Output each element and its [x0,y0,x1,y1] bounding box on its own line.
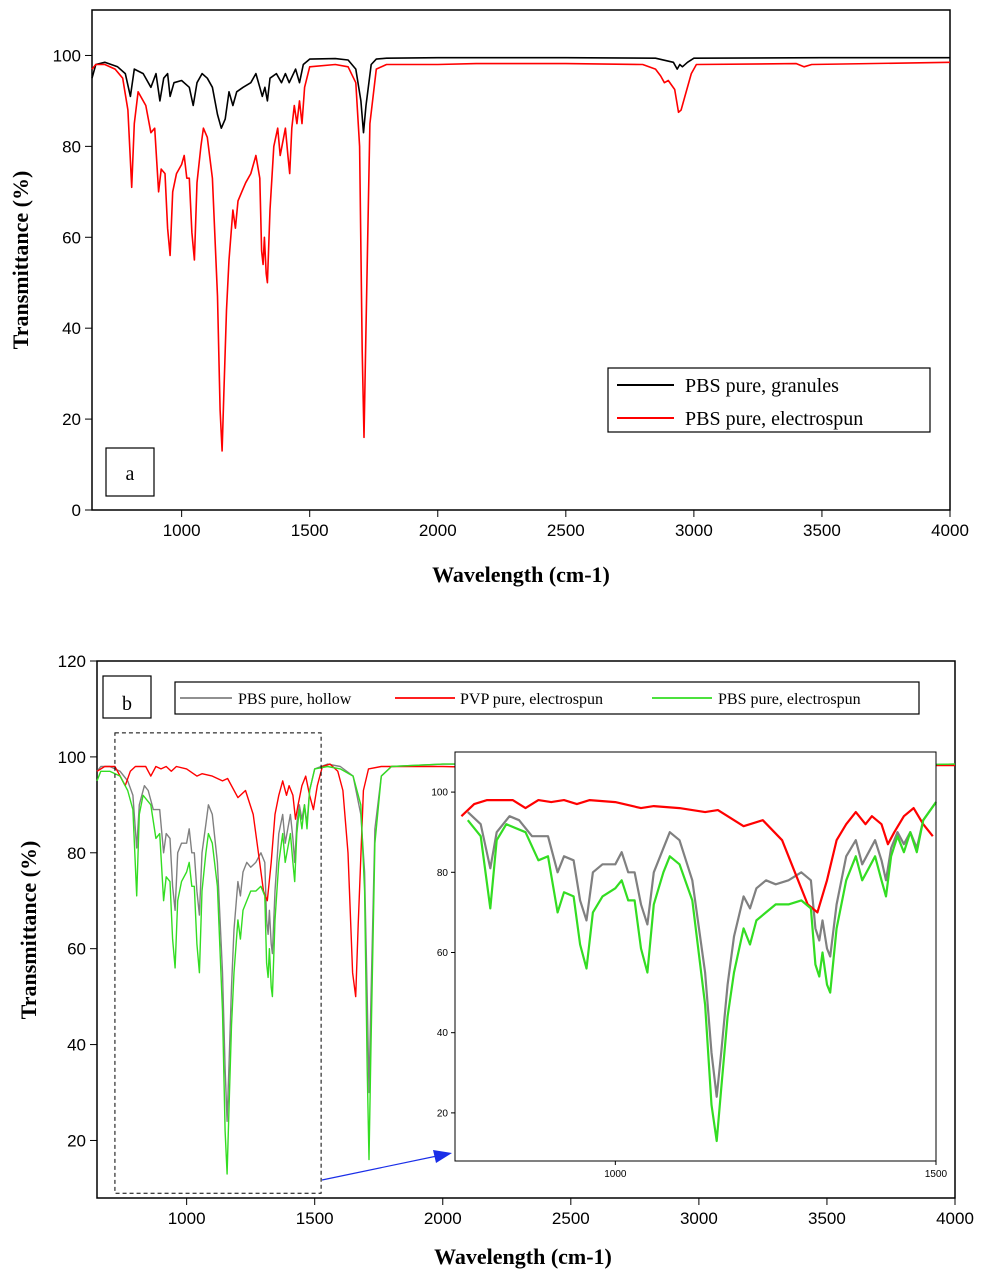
panel-b-series-line-0 [96,763,956,1122]
panel-b-ytick-label: 20 [67,1131,86,1150]
panel-b-ytick-label: 100 [58,748,86,767]
panel-a-xtick-label: 3000 [675,521,713,540]
panel-b-xtick-label: 1500 [296,1209,334,1228]
panel-b-inset-ytick-label: 60 [437,948,449,959]
panel-b-inset-series-line-2 [466,801,937,1143]
panel-b-xtick-label: 2000 [424,1209,462,1228]
panel-b: 1000 1500 2000 2500 3000 3500 4000204060801001… [16,652,974,1269]
zoom-arrow-head [433,1150,452,1163]
panel-b-inset: 1000 1500 20 40 60 80 100 [431,751,948,1180]
panel-a-frame [91,9,951,511]
panel-b-xtick-label: 4000 [936,1209,974,1228]
panel-a-xtick-label: 4000 [931,521,969,540]
panel-a-xtick-label: 1500 [291,521,329,540]
panel-a-series-line-1 [91,61,951,452]
panel-b-inset-ytick-label: 80 [437,868,449,879]
panel-b-legend-label-1: PVP pure, electrospun [460,691,603,708]
panel-b-ytick-label: 60 [67,940,86,959]
panel-b-xtick-label: 3000 [680,1209,718,1228]
panel-b-inset-ytick-label: 40 [437,1028,449,1039]
panel-a-xtick-label: 2000 [419,521,457,540]
panel-b-xtick-label: 3500 [808,1209,846,1228]
panel-b-inset-series-line-1 [460,799,934,914]
panel-a-label-box [105,447,155,497]
panel-a-ytick-label: 60 [62,228,81,247]
panel-a-legend-label-1: PBS pure, electrospun [685,408,863,430]
panel-b-xlabel: Wavelength (cm-1) [434,1244,612,1269]
panel-a-series [91,56,951,452]
panel-b-inset-ytick-label: 20 [437,1108,449,1119]
panel-b-inset-ticks: 1000 1500 20 40 60 80 100 [431,788,947,1180]
panel-a-legend: PBS pure, granules PBS pure, electrospun [607,367,931,433]
panel-b-ytick-label: 80 [67,844,86,863]
panel-a-ytick-label: 80 [62,137,81,156]
panel-b-ytick-label: 40 [67,1036,86,1055]
panel-b-inset-series [460,799,937,1143]
panel-b-inset-ytick-label: 100 [431,788,448,799]
panel-b-legend-label-2: PBS pure, electrospun [718,691,861,708]
zoom-arrow [321,1155,438,1181]
panel-a-ylabel: Transmittance (%) [8,171,33,350]
panel-a-series-line-0 [91,56,950,134]
panel-b-selection-box [114,732,322,1194]
panel-a-xtick-label: 1000 [163,521,201,540]
panel-b-label-box [102,675,152,719]
panel-b-legend: PBS pure, hollow PVP pure, electrospun P… [174,681,920,715]
panel-a-ticks: 1000 1500 2000 2500 3000 3500 4000 0 20 40 60 80 100 [53,46,969,540]
panel-b-xtick-label: 2500 [552,1209,590,1228]
panel-b-series-line-2 [96,763,956,1175]
panel-b-inset-xtick-label: 1500 [925,1169,948,1180]
panel-a-ytick-label: 100 [53,46,81,65]
panel-a-xtick-label: 2500 [547,521,585,540]
panel-a-ytick-label: 40 [62,319,81,338]
panel-b-inset-bg [455,752,936,1161]
panel-a-label: a [126,463,135,485]
panel-b-xtick-label: 1000 [168,1209,206,1228]
panel-a-ytick-label: 0 [72,501,81,520]
panel-b-frame [96,660,956,1199]
panel-a-legend-label-0: PBS pure, granules [685,375,839,397]
panel-b-ticks: 1000 1500 2000 2500 3000 3500 4000204060801001… [58,652,974,1228]
panel-a-legend-box [607,367,931,433]
panel-a-xtick-label: 3500 [803,521,841,540]
panel-b-ytick-label: 120 [58,652,86,671]
panel-b-legend-label-0: PBS pure, hollow [238,691,352,708]
panel-a: 1000 1500 2000 2500 3000 3500 4000020406080100… [8,9,969,587]
panel-b-ylabel: Transmittance (%) [16,841,41,1020]
panel-b-inset-series-line-0 [467,801,937,1098]
panel-a-ytick-label: 20 [62,410,81,429]
panel-b-legend-box [174,681,920,715]
panel-b-label: b [122,693,132,715]
panel-b-inset-xtick-label: 1000 [604,1169,627,1180]
panel-b-inset-frame [454,751,937,1162]
panel-a-xlabel: Wavelength (cm-1) [432,562,610,587]
